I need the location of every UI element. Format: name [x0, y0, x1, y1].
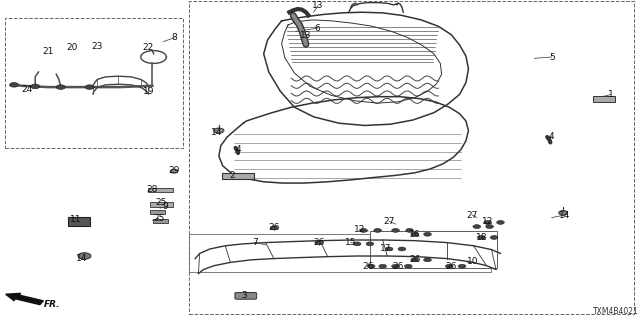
Circle shape — [411, 232, 419, 236]
Circle shape — [486, 225, 493, 228]
Text: 1: 1 — [609, 90, 614, 99]
Circle shape — [484, 220, 492, 224]
Circle shape — [490, 236, 498, 239]
Text: 26: 26 — [313, 238, 324, 247]
Text: 14: 14 — [559, 211, 570, 220]
Text: 23: 23 — [92, 42, 103, 51]
Circle shape — [477, 236, 485, 239]
Text: TXM4B4021: TXM4B4021 — [593, 307, 639, 316]
Text: 22: 22 — [143, 43, 154, 52]
Text: 29: 29 — [168, 166, 180, 175]
Circle shape — [367, 264, 375, 268]
Text: 28: 28 — [147, 185, 158, 194]
Text: 4: 4 — [236, 145, 241, 154]
Circle shape — [56, 85, 65, 89]
FancyBboxPatch shape — [150, 202, 173, 207]
Text: 8: 8 — [172, 33, 177, 42]
Circle shape — [404, 264, 412, 268]
Circle shape — [411, 258, 419, 262]
Text: 27: 27 — [467, 211, 478, 220]
Text: 26: 26 — [362, 262, 374, 271]
Circle shape — [353, 242, 361, 246]
Text: 12: 12 — [354, 225, 365, 234]
FancyBboxPatch shape — [150, 210, 165, 214]
Circle shape — [366, 242, 374, 246]
Circle shape — [473, 225, 481, 228]
Circle shape — [214, 128, 224, 133]
Text: 6: 6 — [315, 24, 320, 33]
Circle shape — [392, 264, 399, 268]
Text: 26: 26 — [409, 255, 420, 264]
FancyBboxPatch shape — [148, 188, 173, 192]
Text: 7: 7 — [252, 238, 257, 247]
Text: 16: 16 — [409, 230, 420, 239]
Circle shape — [559, 211, 568, 215]
Circle shape — [497, 220, 504, 224]
FancyBboxPatch shape — [593, 96, 615, 102]
Text: 2: 2 — [229, 171, 234, 180]
Text: 9: 9 — [163, 202, 168, 211]
Circle shape — [315, 241, 323, 244]
Text: 13: 13 — [312, 1, 324, 10]
Circle shape — [424, 232, 431, 236]
Circle shape — [379, 264, 387, 268]
FancyBboxPatch shape — [235, 292, 257, 299]
Circle shape — [85, 85, 94, 89]
Text: 14: 14 — [76, 254, 88, 263]
Text: 27: 27 — [383, 217, 395, 226]
Text: 17: 17 — [380, 244, 391, 253]
Circle shape — [10, 83, 19, 87]
Circle shape — [458, 264, 466, 268]
Circle shape — [392, 228, 399, 232]
Text: 5: 5 — [549, 52, 554, 61]
Bar — [189, 1, 634, 314]
FancyBboxPatch shape — [68, 217, 90, 226]
FancyArrow shape — [6, 293, 44, 305]
Text: 20: 20 — [66, 43, 77, 52]
Circle shape — [374, 228, 381, 232]
Text: 18: 18 — [476, 233, 487, 242]
Text: 24: 24 — [21, 84, 33, 93]
Bar — [370, 231, 497, 268]
Circle shape — [398, 247, 406, 251]
Circle shape — [385, 247, 393, 251]
Circle shape — [424, 258, 431, 262]
Bar — [189, 234, 491, 272]
Text: 4: 4 — [549, 132, 554, 140]
FancyBboxPatch shape — [222, 172, 254, 179]
Text: 21: 21 — [42, 47, 54, 56]
Text: 13: 13 — [300, 31, 311, 40]
Text: 26: 26 — [445, 262, 457, 271]
Text: 12: 12 — [482, 217, 493, 226]
Circle shape — [170, 169, 178, 173]
Circle shape — [445, 264, 453, 268]
Circle shape — [31, 84, 40, 89]
Text: 15: 15 — [345, 238, 356, 247]
Circle shape — [406, 228, 413, 232]
Text: 25: 25 — [153, 214, 164, 223]
FancyBboxPatch shape — [153, 219, 168, 223]
Text: 14: 14 — [211, 128, 222, 137]
Text: 19: 19 — [143, 87, 154, 96]
Bar — [5, 18, 183, 148]
Text: 3: 3 — [242, 291, 247, 300]
Text: 25: 25 — [156, 198, 167, 207]
Text: 26: 26 — [268, 223, 280, 232]
Text: FR.: FR. — [44, 300, 60, 309]
Text: 10: 10 — [467, 257, 478, 266]
Text: 26: 26 — [392, 262, 404, 271]
Text: 11: 11 — [70, 215, 81, 224]
Circle shape — [360, 228, 367, 232]
Circle shape — [78, 253, 91, 259]
Circle shape — [270, 226, 278, 230]
